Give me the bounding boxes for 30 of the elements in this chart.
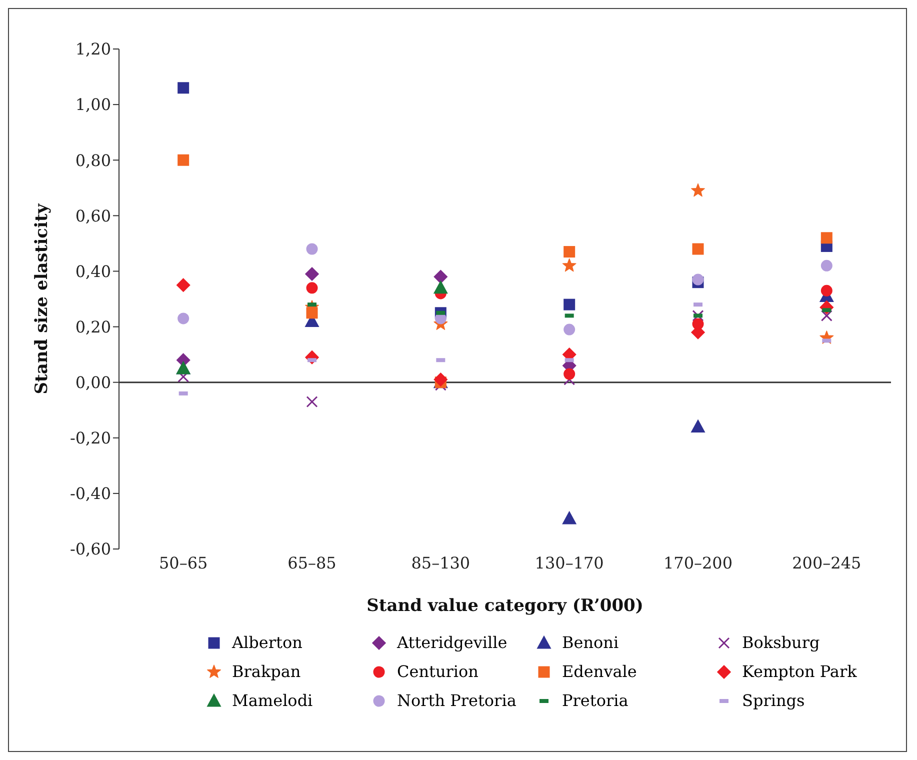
x-tick-label: 130–170: [534, 553, 604, 572]
y-tick-label: -0,40: [70, 484, 111, 504]
legend-label: Atteridgeville: [397, 633, 508, 652]
legend-label: Edenvale: [562, 662, 637, 681]
x-tick-label: 170–200: [663, 553, 733, 572]
legend-label: Benoni: [562, 633, 619, 652]
legend-label: Alberton: [232, 633, 302, 652]
y-tick-label: 1,00: [75, 95, 111, 114]
y-tick-label: -0,20: [70, 428, 111, 448]
legend-label: Kempton Park: [742, 662, 857, 681]
y-tick-label: -0,60: [70, 540, 111, 559]
y-tick-label: 0,40: [75, 262, 111, 281]
legend-label: Centurion: [397, 662, 478, 681]
y-tick-label: 0,00: [75, 373, 111, 392]
legend-label: Springs: [742, 691, 805, 710]
x-tick-label: 200–245: [792, 553, 862, 572]
y-tick-label: 0,20: [75, 317, 111, 336]
legend-label: Boksburg: [742, 633, 820, 652]
x-tick-label: 85–130: [411, 553, 470, 572]
legend-label: Mamelodi: [232, 691, 313, 710]
legend-label: Pretoria: [562, 691, 628, 710]
y-tick-label: 0,60: [75, 206, 111, 226]
legend-label: Brakpan: [232, 662, 301, 681]
y-tick-label: 0,80: [75, 150, 111, 170]
y-tick-label: 1,20: [75, 40, 111, 59]
legend-label: North Pretoria: [397, 691, 516, 710]
x-axis-title: Stand value category (R’000): [366, 596, 644, 616]
x-tick-label: 65–85: [288, 553, 336, 572]
y-axis-title: Stand size elasticity: [32, 202, 52, 394]
x-tick-label: 50–65: [158, 553, 208, 572]
